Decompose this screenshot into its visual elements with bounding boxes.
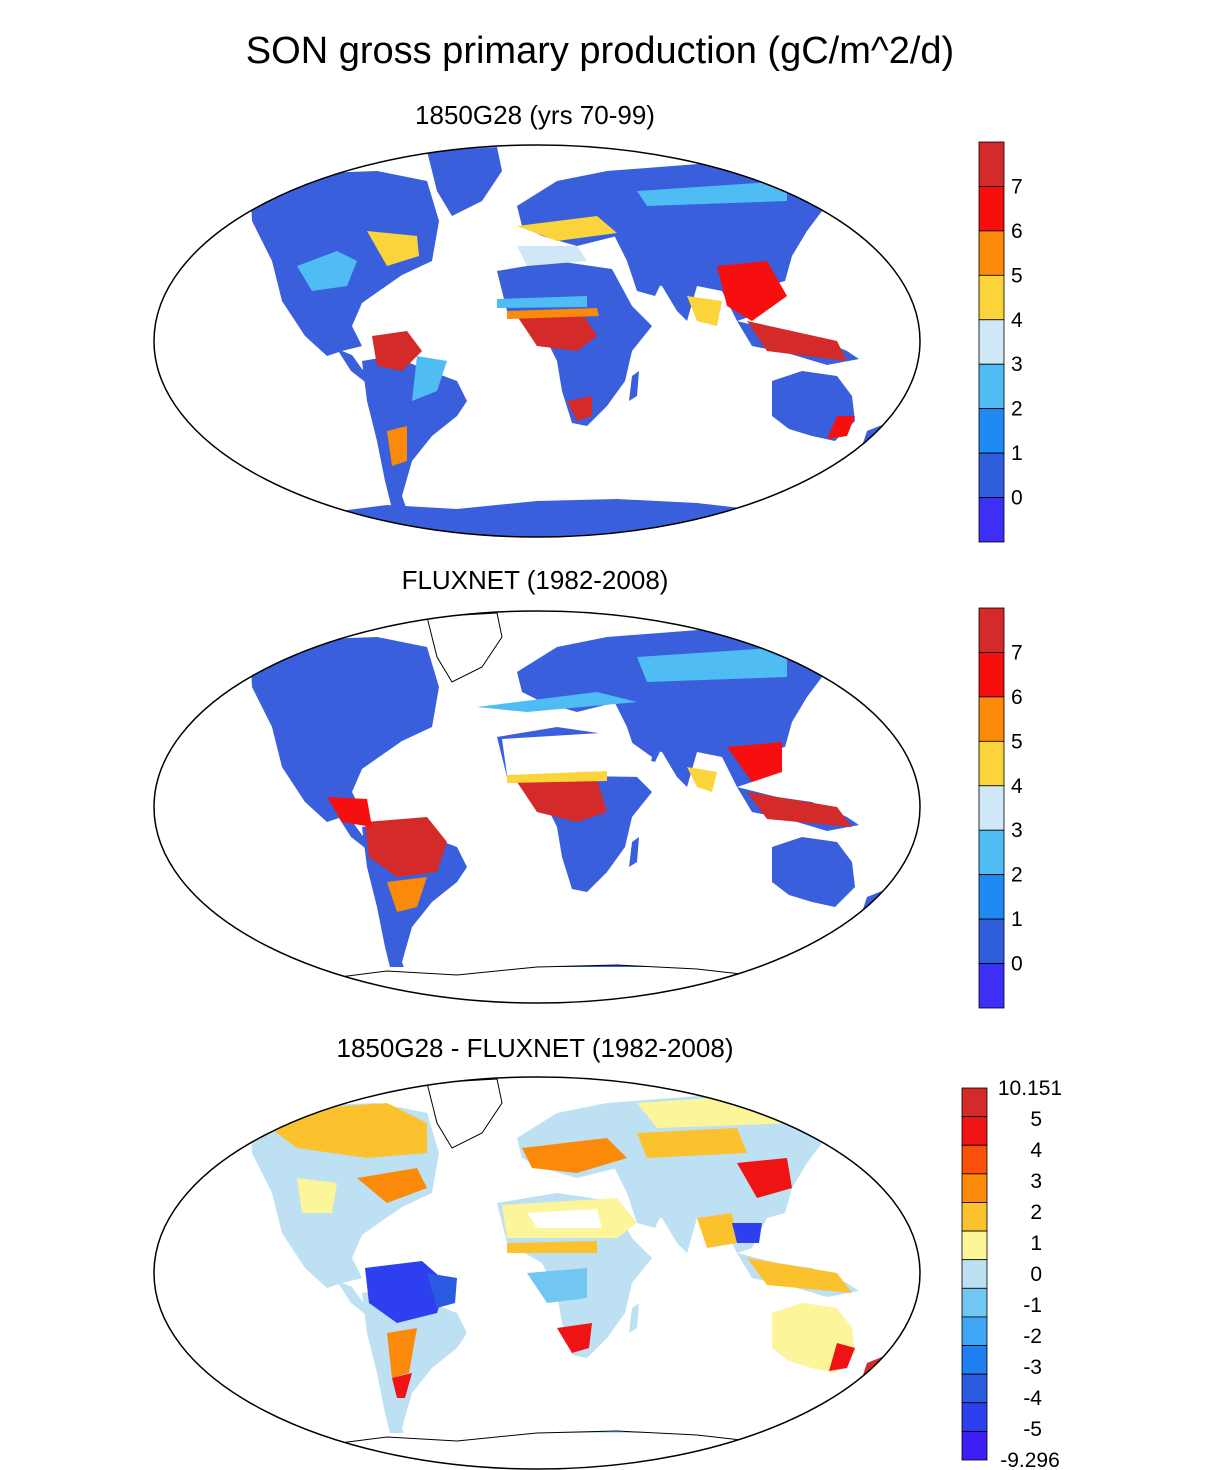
colorbar-swatch — [961, 1430, 988, 1461]
colorbar-swatch — [978, 696, 1005, 742]
colorbar-tick-label: 1 — [1030, 1232, 1042, 1255]
colorbar-tick-label: 0 — [1011, 953, 1023, 976]
colorbar-swatch — [978, 408, 1005, 454]
colorbar-tick-label: 6 — [1011, 220, 1023, 243]
map-boundary-ellipse — [153, 610, 921, 1004]
panel-title-fluxnet: FLUXNET (1982-2008) — [401, 565, 669, 595]
colorbar-tick-label: 4 — [1011, 775, 1023, 798]
colorbar-swatch — [961, 1373, 988, 1404]
colorbar-swatch — [961, 1287, 988, 1318]
colorbar-tick-label: -4 — [1023, 1387, 1042, 1410]
colorbar-swatch — [961, 1230, 988, 1261]
colorbar-difference: 10.151 5 4 3 2 1 0 -1 -2 -3 -4 -5 -9.296 — [961, 1077, 1062, 1470]
colorbar-swatch — [978, 785, 1005, 831]
colorbar-swatch — [978, 363, 1005, 410]
colorbar-swatch — [961, 1345, 988, 1375]
colorbar-tick-label: 7 — [1011, 175, 1023, 198]
colorbar-model: 7 6 5 4 3 2 1 0 — [978, 141, 1023, 543]
colorbar-tick-label: 5 — [1011, 264, 1023, 287]
land-gpp-field — [250, 147, 887, 537]
map-panel-model — [153, 144, 921, 538]
colorbar-fluxnet: 7 6 5 4 3 2 1 0 — [978, 607, 1023, 1009]
colorbar-swatch — [978, 141, 1005, 187]
colorbar-swatch — [978, 874, 1005, 920]
colorbar-tick-label: -3 — [1023, 1356, 1042, 1379]
colorbar-tick-label: 0 — [1011, 487, 1023, 510]
colorbar-tick-label: 1 — [1011, 442, 1023, 465]
colorbar-tick-label: 5 — [1011, 730, 1023, 753]
colorbar-tick-label: 5 — [1030, 1108, 1042, 1131]
colorbar-tick-label: 4 — [1011, 309, 1023, 332]
colorbar-swatch — [961, 1259, 988, 1289]
colorbar-tick-label: -9.296 — [1000, 1449, 1060, 1470]
colorbar-tick-label: 2 — [1011, 864, 1023, 887]
colorbar-swatch — [978, 740, 1005, 787]
colorbar-tick-label: 4 — [1030, 1139, 1042, 1162]
map-boundary-ellipse — [153, 144, 921, 538]
colorbar-swatch — [978, 607, 1005, 653]
colorbar-swatch — [978, 829, 1005, 876]
colorbar-swatch — [978, 652, 1005, 698]
colorbar-swatch — [961, 1316, 988, 1346]
map-panel-fluxnet — [153, 610, 921, 1004]
colorbar-swatch — [961, 1116, 988, 1146]
colorbar-tick-label: 10.151 — [998, 1077, 1062, 1100]
map-boundary-ellipse — [153, 1076, 921, 1470]
figure-title: SON gross primary production (gC/m^2/d) — [245, 30, 955, 72]
colorbar-swatch — [978, 452, 1005, 498]
colorbar-swatch — [978, 963, 1005, 1009]
colorbar-swatch — [978, 186, 1005, 232]
panel-title-model: 1850G28 (yrs 70-99) — [415, 100, 655, 130]
colorbar-tick-label: 7 — [1011, 641, 1023, 664]
colorbar-swatch — [978, 274, 1005, 321]
colorbar-swatch — [978, 319, 1005, 365]
panel-title-difference: 1850G28 - FLUXNET (1982-2008) — [336, 1033, 734, 1063]
colorbar-tick-label: -5 — [1023, 1418, 1042, 1441]
colorbar-tick-label: 3 — [1030, 1170, 1042, 1193]
land-gpp-difference-field — [250, 1078, 887, 1469]
colorbar-swatch — [961, 1087, 988, 1118]
colorbar-swatch — [961, 1402, 988, 1432]
colorbar-tick-label: 2 — [1030, 1201, 1042, 1224]
map-panel-difference — [153, 1076, 921, 1470]
colorbar-tick-label: 6 — [1011, 686, 1023, 709]
colorbar-swatch — [978, 230, 1005, 276]
colorbar-tick-label: 3 — [1011, 353, 1023, 376]
colorbar-tick-label: 0 — [1030, 1263, 1042, 1286]
colorbar-swatch — [961, 1173, 988, 1203]
colorbar-tick-label: -1 — [1023, 1294, 1042, 1317]
colorbar-tick-label: -2 — [1023, 1325, 1042, 1348]
colorbar-swatch — [961, 1202, 988, 1232]
colorbar-tick-label: 1 — [1011, 908, 1023, 931]
colorbar-tick-label: 3 — [1011, 819, 1023, 842]
colorbar-swatch — [978, 497, 1005, 543]
colorbar-tick-label: 2 — [1011, 398, 1023, 421]
land-gpp-field — [250, 612, 887, 1003]
colorbar-swatch — [978, 918, 1005, 964]
colorbar-swatch — [961, 1144, 988, 1175]
